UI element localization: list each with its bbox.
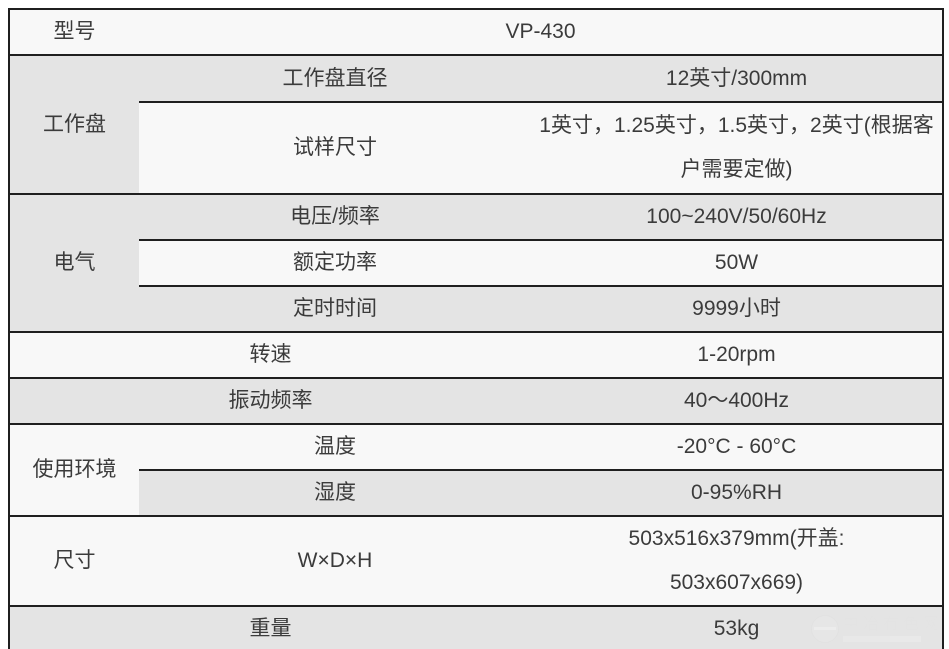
environment-section-label: 使用环境 bbox=[9, 423, 139, 516]
dimensions-value-text: 503x516x379mm(开盖: 503x607x669) bbox=[628, 527, 845, 594]
power-value: 50W bbox=[531, 239, 944, 286]
disc-diameter-label: 工作盘直径 bbox=[139, 54, 531, 102]
voltage-label: 电压/频率 bbox=[139, 193, 531, 240]
row-temperature: 使用环境 温度 -20°C - 60°C bbox=[9, 423, 944, 516]
speed-value: 1-20rpm bbox=[531, 331, 944, 378]
temperature-label: 温度 bbox=[139, 423, 531, 470]
row-weight: 重量 53kg bbox=[9, 605, 944, 649]
specimen-label: 试样尺寸 bbox=[139, 101, 531, 194]
row-speed: 转速 1-20rpm bbox=[9, 331, 944, 378]
weight-label: 重量 bbox=[9, 605, 531, 649]
row-timer: 定时时间 9999小时 bbox=[9, 285, 944, 332]
timer-value: 9999小时 bbox=[531, 285, 944, 332]
row-vibration: 振动频率 40～400Hz bbox=[9, 377, 944, 424]
disc-diameter-value: 12英寸/300mm bbox=[531, 54, 944, 102]
spec-table: 型号 VP-430 工作盘 工作盘直径 12英寸/300mm 试样尺寸 1英寸，… bbox=[8, 8, 945, 649]
dimensions-value: 503x516x379mm(开盖: 503x607x669) bbox=[531, 515, 944, 606]
vibration-value: 40～400Hz bbox=[531, 377, 944, 424]
humidity-label: 湿度 bbox=[139, 469, 531, 516]
humidity-value: 0-95%RH bbox=[531, 469, 944, 516]
weight-value: 53kg bbox=[531, 605, 944, 649]
row-rated-power: 额定功率 50W bbox=[9, 239, 944, 286]
row-humidity: 湿度 0-95%RH bbox=[9, 469, 944, 516]
model-value: VP-430 bbox=[139, 9, 944, 55]
electrical-section-label: 电气 bbox=[9, 193, 139, 332]
model-label: 型号 bbox=[9, 9, 139, 55]
voltage-value: 100~240V/50/60Hz bbox=[531, 193, 944, 240]
specimen-value: 1英寸，1.25英寸，1.5英寸，2英寸(根据客户需要定做) bbox=[531, 101, 944, 194]
vibration-label: 振动频率 bbox=[9, 377, 531, 424]
row-model: 型号 VP-430 bbox=[9, 9, 944, 55]
row-dimensions: 尺寸 W×D×H 503x516x379mm(开盖: 503x607x669) bbox=[9, 515, 944, 606]
speed-label: 转速 bbox=[9, 331, 531, 378]
temperature-value: -20°C - 60°C bbox=[531, 423, 944, 470]
row-voltage: 电气 电压/频率 100~240V/50/60Hz bbox=[9, 193, 944, 332]
dimensions-label: 尺寸 bbox=[9, 515, 139, 606]
dimensions-sub-label: W×D×H bbox=[139, 515, 531, 606]
row-disc-diameter: 工作盘 工作盘直径 12英寸/300mm bbox=[9, 54, 944, 194]
workdisc-section-label: 工作盘 bbox=[9, 54, 139, 194]
timer-label: 定时时间 bbox=[139, 285, 531, 332]
row-specimen-size: 试样尺寸 1英寸，1.25英寸，1.5英寸，2英寸(根据客户需要定做) bbox=[9, 101, 944, 194]
power-label: 额定功率 bbox=[139, 239, 531, 286]
